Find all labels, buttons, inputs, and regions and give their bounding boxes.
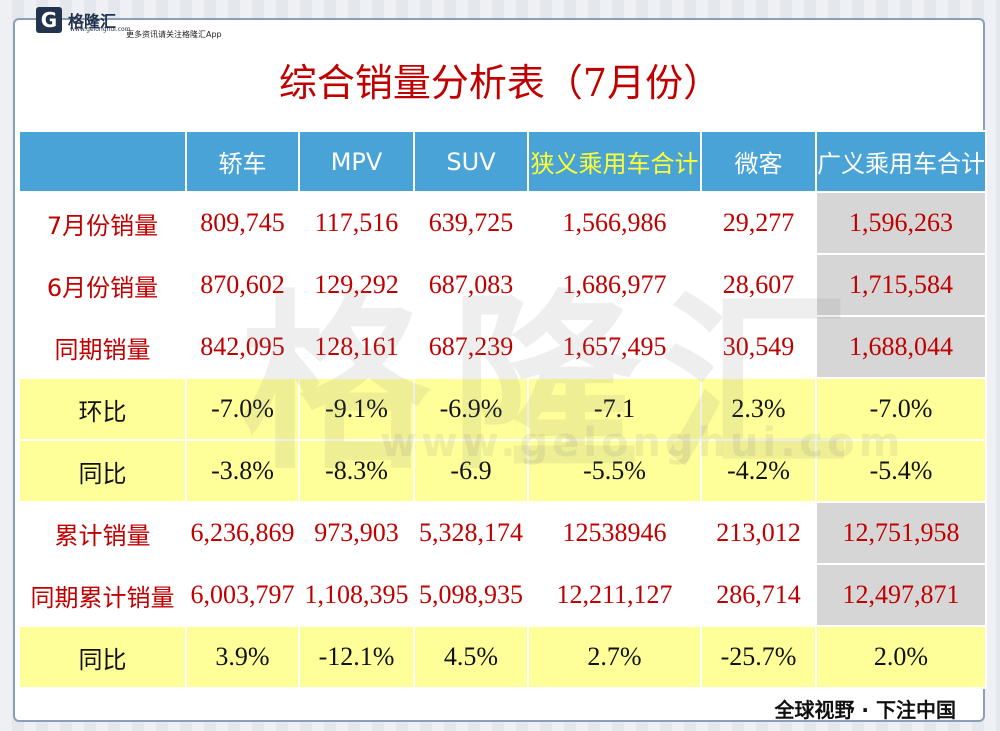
cell: 3.9% xyxy=(185,625,300,689)
cell: 1,686,977 xyxy=(527,253,702,317)
logo-icon: G xyxy=(36,7,62,33)
cell: 5,328,174 xyxy=(413,501,529,565)
cell: 2.7% xyxy=(527,625,702,689)
cell: 6,236,869 xyxy=(185,501,300,565)
column-header: 轿车 xyxy=(185,130,300,193)
cell: -7.0% xyxy=(185,377,300,441)
cell: 687,083 xyxy=(413,253,529,317)
cell: 6,003,797 xyxy=(185,563,300,627)
corner-cell xyxy=(18,130,187,193)
table-row: 环比 -7.0% -9.1% -6.9% -7.1 2.3% -7.0% xyxy=(18,377,987,441)
cell: 1,715,584 xyxy=(815,253,987,317)
cell: 12,497,871 xyxy=(815,563,987,627)
row-label: 累计销量 xyxy=(18,501,187,565)
cell: 1,657,495 xyxy=(527,315,702,379)
table-row: 同比 -3.8% -8.3% -6.9 -5.5% -4.2% -5.4% xyxy=(18,439,987,503)
cell: 1,688,044 xyxy=(815,315,987,379)
cell: -6.9% xyxy=(413,377,529,441)
column-header: 狭义乘用车合计 xyxy=(527,130,702,193)
cell: 12,751,958 xyxy=(815,501,987,565)
cell: -6.9 xyxy=(413,439,529,503)
cell: -7.1 xyxy=(527,377,702,441)
cell: 5,098,935 xyxy=(413,563,529,627)
cell: 12538946 xyxy=(527,501,702,565)
cell: 4.5% xyxy=(413,625,529,689)
row-label: 同期累计销量 xyxy=(18,563,187,627)
column-header: 微客 xyxy=(700,130,817,193)
cell: 1,566,986 xyxy=(527,191,702,255)
logo: G 格隆汇 xyxy=(36,6,116,34)
cell: -9.1% xyxy=(298,377,415,441)
cell: -4.2% xyxy=(700,439,817,503)
table-row: 同期累计销量 6,003,797 1,108,395 5,098,935 12,211,… xyxy=(18,563,987,627)
table-row: 累计销量 6,236,869 973,903 5,328,174 12538946 213… xyxy=(18,501,987,565)
cell: 2.3% xyxy=(700,377,817,441)
cell: 1,108,395 xyxy=(298,563,415,627)
cell: 129,292 xyxy=(298,253,415,317)
logo-name: 格隆汇 xyxy=(68,12,117,31)
row-label: 同比 xyxy=(18,625,187,689)
column-header: SUV xyxy=(413,130,529,193)
cell: 28,607 xyxy=(700,253,817,317)
cell: 117,516 xyxy=(298,191,415,255)
table-row: 6月份销量 870,602 129,292 687,083 1,686,977 28,60… xyxy=(18,253,987,317)
cell: 842,095 xyxy=(185,315,300,379)
cell: 2.0% xyxy=(815,625,987,689)
cell: -7.0% xyxy=(815,377,987,441)
title: 综合销量分析表（7月份） xyxy=(278,61,722,105)
row-label: 同期销量 xyxy=(18,315,187,379)
cell: -25.7% xyxy=(700,625,817,689)
cell: 213,012 xyxy=(700,501,817,565)
cell: 30,549 xyxy=(700,315,817,379)
table-row: 同比 3.9% -12.1% 4.5% 2.7% -25.7% 2.0% xyxy=(18,625,987,689)
cell: 639,725 xyxy=(413,191,529,255)
column-header: 广义乘用车合计 xyxy=(815,130,987,193)
header-row: 轿车 MPV SUV 狭义乘用车合计 微客 广义乘用车合计 xyxy=(18,130,987,193)
row-label: 环比 xyxy=(18,377,187,441)
logo-url: www.gelonghui.com xyxy=(70,26,131,33)
cell: 286,714 xyxy=(700,563,817,627)
cell: 870,602 xyxy=(185,253,300,317)
cell: 973,903 xyxy=(298,501,415,565)
tagline: 更多资讯请关注格隆汇App xyxy=(126,30,222,39)
table-row: 同期销量 842,095 128,161 687,239 1,657,495 30,549… xyxy=(18,315,987,379)
cell: -5.4% xyxy=(815,439,987,503)
footer: 全球视野 · 下注中国 xyxy=(774,698,956,722)
table: 轿车 MPV SUV 狭义乘用车合计 微客 广义乘用车合计 7月份销量 809,745 117,… xyxy=(18,130,987,689)
cell: -5.5% xyxy=(527,439,702,503)
cell: 809,745 xyxy=(185,191,300,255)
cell: 128,161 xyxy=(298,315,415,379)
cell: 12,211,127 xyxy=(527,563,702,627)
row-label: 6月份销量 xyxy=(18,253,187,317)
cell: 1,596,263 xyxy=(815,191,987,255)
cell: -8.3% xyxy=(298,439,415,503)
cell: -3.8% xyxy=(185,439,300,503)
column-header: MPV xyxy=(298,130,415,193)
table-row: 7月份销量 809,745 117,516 639,725 1,566,986 29,27… xyxy=(18,191,987,255)
row-label: 同比 xyxy=(18,439,187,503)
cell: -12.1% xyxy=(298,625,415,689)
cell: 29,277 xyxy=(700,191,817,255)
cell: 687,239 xyxy=(413,315,529,379)
row-label: 7月份销量 xyxy=(18,191,187,255)
